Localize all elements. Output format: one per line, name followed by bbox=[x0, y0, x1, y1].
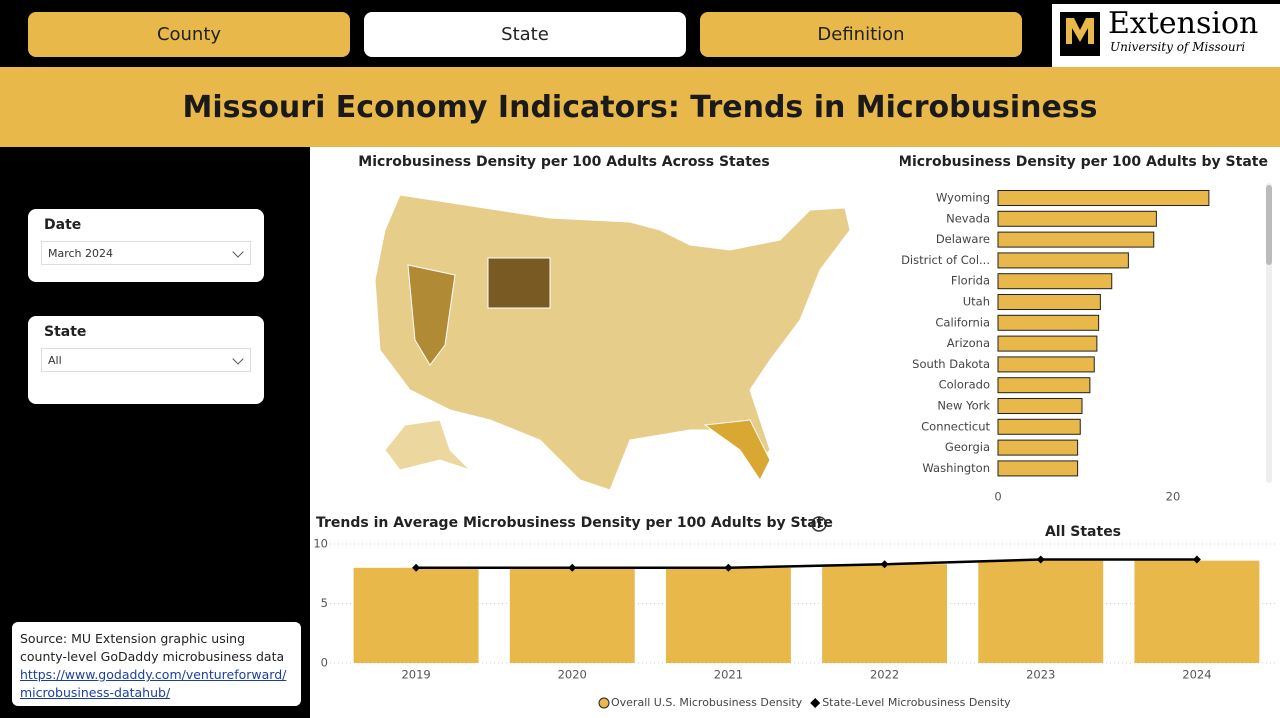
chart-title: Microbusiness Density per 100 Adults by … bbox=[900, 154, 1268, 170]
y-tick-label: Arizona bbox=[947, 336, 990, 350]
map: Microbusiness Density per 100 Adults Acr… bbox=[358, 154, 851, 491]
tab[interactable]: County bbox=[28, 12, 350, 57]
y-tick-label: Connecticut bbox=[921, 419, 990, 433]
bar bbox=[353, 567, 479, 663]
marker bbox=[880, 560, 889, 569]
bar bbox=[978, 560, 1104, 663]
y-tick-label: South Dakota bbox=[912, 357, 990, 371]
y-tick-label: Washington bbox=[922, 461, 990, 475]
bar bbox=[997, 314, 1100, 331]
logo-icon bbox=[1060, 12, 1100, 56]
logo-subtitle: University of Missouri bbox=[1110, 40, 1246, 54]
combo-chart: ? Trends in Average Microbusiness Densit… bbox=[313, 515, 1275, 709]
bar bbox=[997, 190, 1210, 206]
bar bbox=[997, 418, 1081, 435]
legend-label: Overall U.S. Microbusiness Density bbox=[611, 696, 803, 709]
legend-label: State-Level Microbusiness Density bbox=[822, 696, 1011, 709]
y-tick-label: 10 bbox=[313, 537, 328, 551]
x-tick-label: 0 bbox=[994, 490, 1001, 504]
source-text: Source: MU Extension graphic using count… bbox=[20, 631, 285, 664]
marker bbox=[412, 563, 421, 572]
line bbox=[416, 558, 1197, 570]
y-tick-label: Wyoming bbox=[936, 191, 990, 205]
x-tick-label: 2023 bbox=[1026, 668, 1055, 682]
y-tick-label: New York bbox=[937, 399, 990, 413]
bar bbox=[997, 210, 1157, 227]
source: Source: MU Extension graphic using count… bbox=[12, 622, 301, 706]
filter[interactable]: State All bbox=[28, 316, 264, 404]
marker bbox=[1192, 555, 1201, 564]
y-tick-label: California bbox=[935, 315, 990, 329]
y-tick-label: Delaware bbox=[936, 232, 990, 246]
tab[interactable]: State bbox=[364, 12, 686, 57]
source-link[interactable]: https://www.godaddy.com/ventureforward/m… bbox=[20, 667, 287, 700]
help-icon[interactable] bbox=[811, 516, 827, 532]
x-tick-label: 20 bbox=[1166, 490, 1181, 504]
bar bbox=[997, 398, 1083, 414]
filter-value[interactable]: All bbox=[41, 348, 251, 372]
bar bbox=[997, 356, 1095, 373]
map-title: Microbusiness Density per 100 Adults Acr… bbox=[358, 154, 769, 170]
y-tick-label: Georgia bbox=[945, 440, 990, 454]
chart-subtitle: All States bbox=[1045, 524, 1121, 540]
x-tick-label: 2022 bbox=[870, 668, 899, 682]
legend-marker bbox=[810, 698, 821, 708]
marker bbox=[1036, 555, 1045, 564]
bar bbox=[997, 252, 1129, 269]
bar bbox=[997, 377, 1091, 394]
y-tick-label: Florida bbox=[951, 274, 990, 288]
bar bbox=[822, 564, 948, 663]
y-tick-label: Colorado bbox=[939, 378, 990, 392]
filter-label: State bbox=[44, 324, 87, 340]
help-icon[interactable]: ? bbox=[816, 520, 822, 531]
bar bbox=[509, 567, 635, 663]
x-tick-label: 2024 bbox=[1182, 668, 1211, 682]
y-tick-label: Utah bbox=[963, 295, 990, 309]
bar bbox=[997, 231, 1155, 248]
tab[interactable]: Definition bbox=[700, 12, 1022, 57]
marker bbox=[724, 563, 733, 572]
header-title: Missouri Economy Indicators: Trends in M… bbox=[0, 67, 1280, 147]
y-tick-label: 0 bbox=[321, 656, 328, 670]
bar bbox=[997, 273, 1113, 290]
y-tick-label: 5 bbox=[321, 596, 328, 610]
legend-marker bbox=[598, 697, 610, 709]
bar-chart: Microbusiness Density per 100 Adults by … bbox=[900, 154, 1272, 504]
bar bbox=[997, 335, 1098, 352]
y-tick-label: District of Col... bbox=[901, 253, 990, 267]
x-tick-label: 2021 bbox=[714, 668, 743, 682]
bar bbox=[1134, 560, 1260, 663]
scroll-thumb[interactable] bbox=[1266, 185, 1272, 265]
filter[interactable]: Date March 2024 bbox=[28, 209, 264, 282]
bar bbox=[997, 460, 1079, 477]
filter-label: Date bbox=[44, 217, 82, 233]
x-tick-label: 2019 bbox=[401, 668, 430, 682]
bar bbox=[665, 567, 791, 663]
y-tick-label: Nevada bbox=[946, 211, 990, 225]
bar bbox=[997, 294, 1101, 310]
logo-name: Extension bbox=[1108, 6, 1259, 41]
chart-title: Trends in Average Microbusiness Density … bbox=[316, 515, 833, 531]
bar bbox=[997, 439, 1079, 456]
marker bbox=[568, 563, 577, 572]
logo: Extension University of Missouri bbox=[1052, 4, 1280, 67]
x-tick-label: 2020 bbox=[558, 668, 587, 682]
filter-value[interactable]: March 2024 bbox=[41, 241, 251, 265]
